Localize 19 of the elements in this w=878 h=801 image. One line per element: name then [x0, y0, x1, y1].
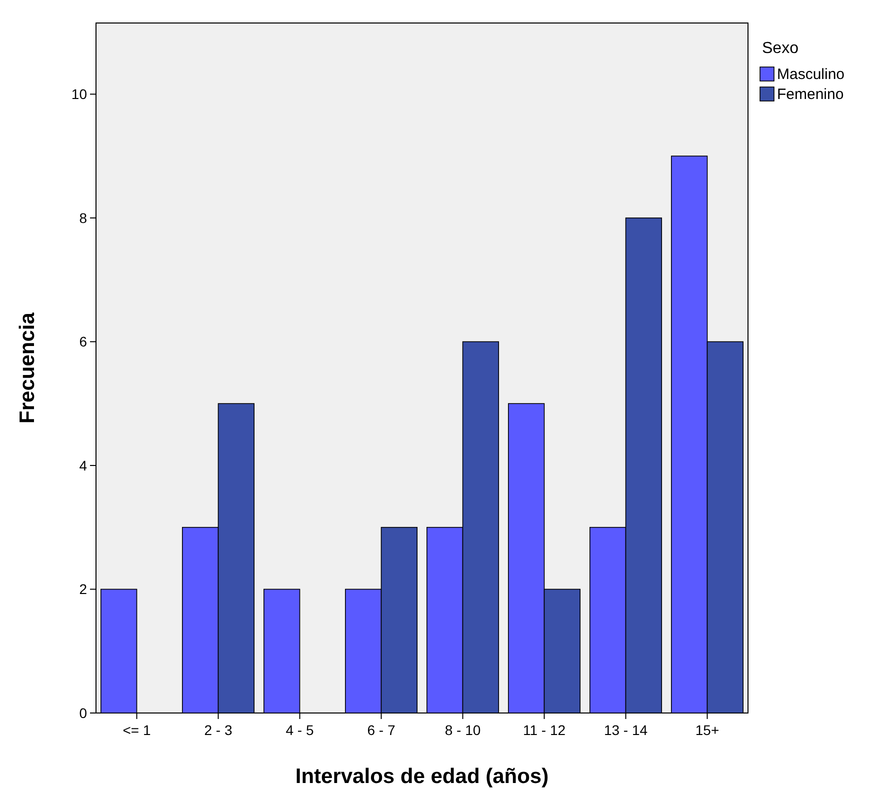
x-tick-label: 6 - 7	[367, 722, 396, 738]
x-tick-label: 13 - 14	[604, 722, 648, 738]
x-tick-label: 4 - 5	[286, 722, 314, 738]
x-tick-label: 8 - 10	[444, 722, 481, 738]
x-tick-label: 15+	[695, 722, 720, 738]
x-tick-label: <= 1	[122, 722, 151, 738]
y-tick-label: 6	[79, 334, 88, 350]
x-tick-label: 11 - 12	[522, 722, 566, 738]
y-tick-label: 2	[79, 581, 88, 598]
legend-title: Sexo	[762, 40, 799, 57]
y-tick-label: 10	[71, 86, 88, 102]
y-axis-title: Frecuencia	[16, 312, 39, 424]
legend-label: Masculino	[777, 66, 845, 83]
y-tick-label: 4	[79, 457, 88, 474]
y-tick-label: 0	[79, 704, 88, 721]
legend-label: Femenino	[777, 86, 844, 103]
x-tick-label: 2 - 3	[204, 722, 232, 738]
y-tick-label: 8	[79, 210, 88, 226]
x-axis-title: Intervalos de edad (años)	[295, 765, 549, 788]
